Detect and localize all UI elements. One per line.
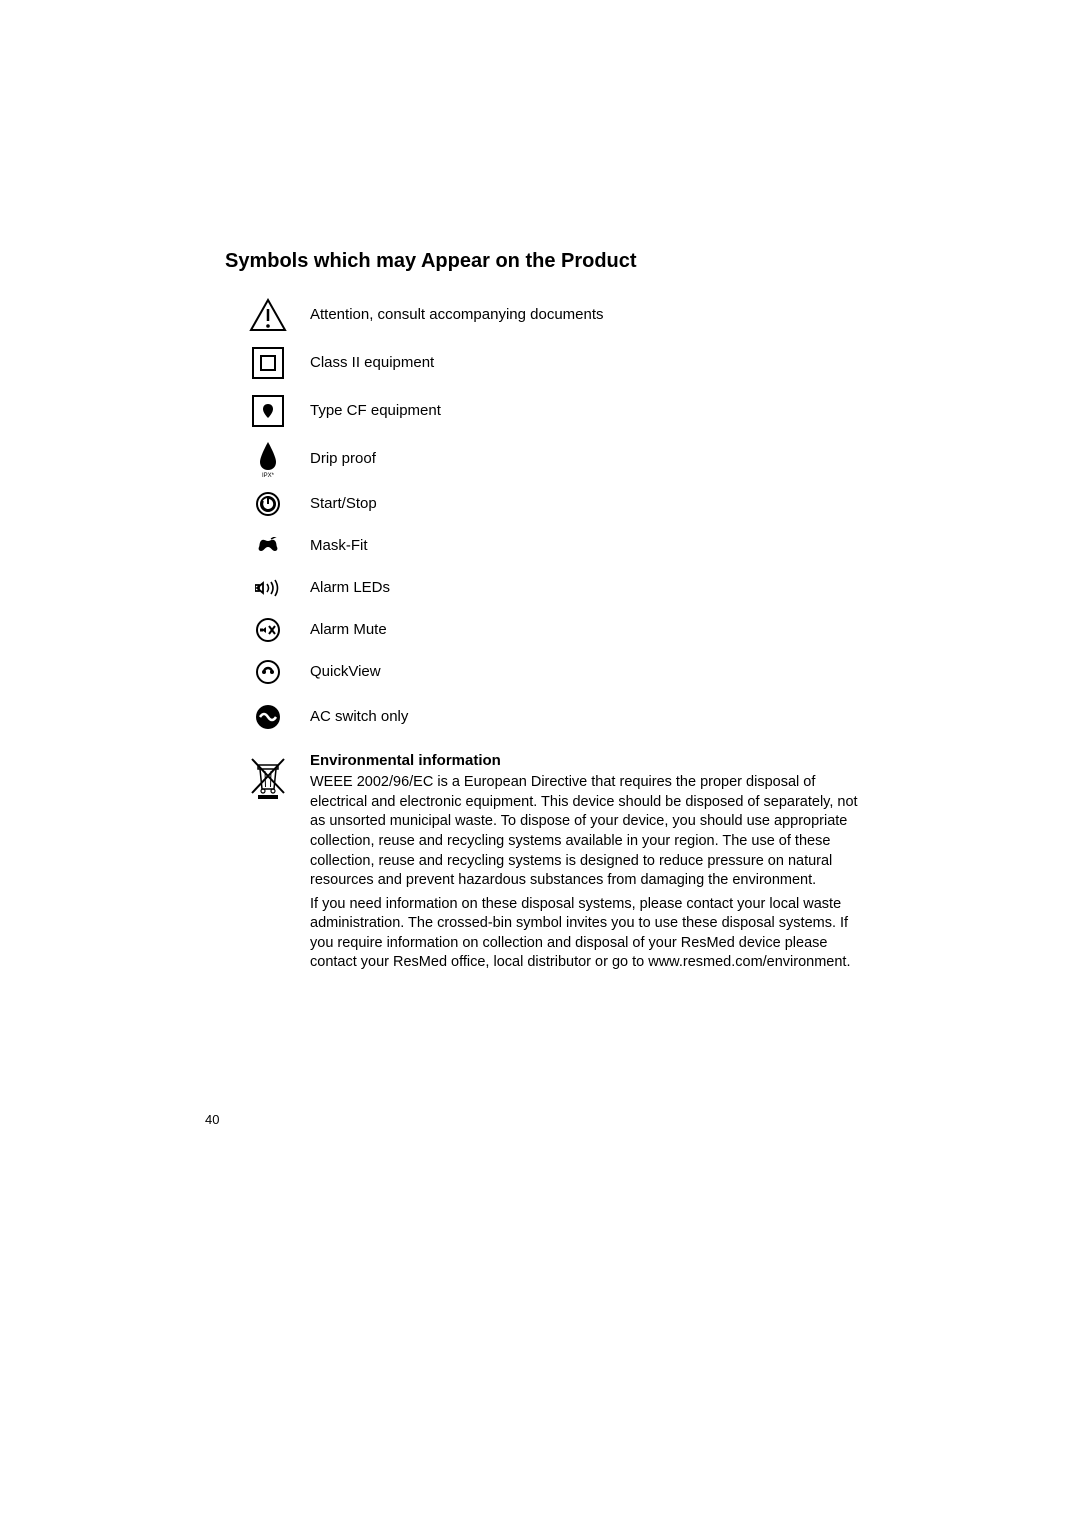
symbol-label: Class II equipment [310,353,434,373]
symbol-row: Type CF equipment [225,387,870,435]
page-number: 40 [205,1112,219,1127]
symbol-label: Alarm LEDs [310,578,390,598]
symbol-list: Attention, consult accompanying document… [225,291,870,741]
symbol-row: Alarm Mute [225,609,870,651]
symbol-label: Drip proof [310,449,376,469]
symbol-label: Start/Stop [310,494,377,514]
weee-icon [225,751,310,973]
section-title: Symbols which may Appear on the Product [225,250,870,273]
svg-text:IPX*: IPX* [261,473,274,478]
dripproof-icon: IPX* [225,440,310,478]
quickview-icon [225,660,310,684]
symbol-row: Alarm LEDs [225,567,870,609]
environmental-paragraph: If you need information on these disposa… [310,895,870,973]
acswitch-icon [225,703,310,731]
symbol-label: Alarm Mute [310,620,387,640]
symbol-row: Start/Stop [225,483,870,525]
class2-icon [225,346,310,380]
symbol-row: Mask-Fit [225,525,870,567]
symbol-label: AC switch only [310,707,408,727]
symbol-row: Class II equipment [225,339,870,387]
symbol-row: Attention, consult accompanying document… [225,291,870,339]
maskfit-icon [225,537,310,555]
symbol-label: Type CF equipment [310,401,441,421]
environmental-paragraph: WEEE 2002/96/EC is a European Directive … [310,773,870,890]
attention-icon [225,298,310,332]
document-page: Symbols which may Appear on the Product … [0,0,1080,1527]
environmental-text: Environmental information WEEE 2002/96/E… [310,751,870,973]
typecf-icon [225,394,310,428]
alarmmute-icon [225,618,310,642]
symbol-row: AC switch only [225,693,870,741]
alarmled-icon [225,579,310,597]
startstop-icon [225,492,310,516]
symbol-row: QuickView [225,651,870,693]
environmental-heading: Environmental information [310,751,870,771]
symbol-label: Mask-Fit [310,536,368,556]
symbol-label: QuickView [310,662,381,682]
symbol-label: Attention, consult accompanying document… [310,305,604,325]
symbol-row: IPX* Drip proof [225,435,870,483]
environmental-block: Environmental information WEEE 2002/96/E… [225,751,870,973]
